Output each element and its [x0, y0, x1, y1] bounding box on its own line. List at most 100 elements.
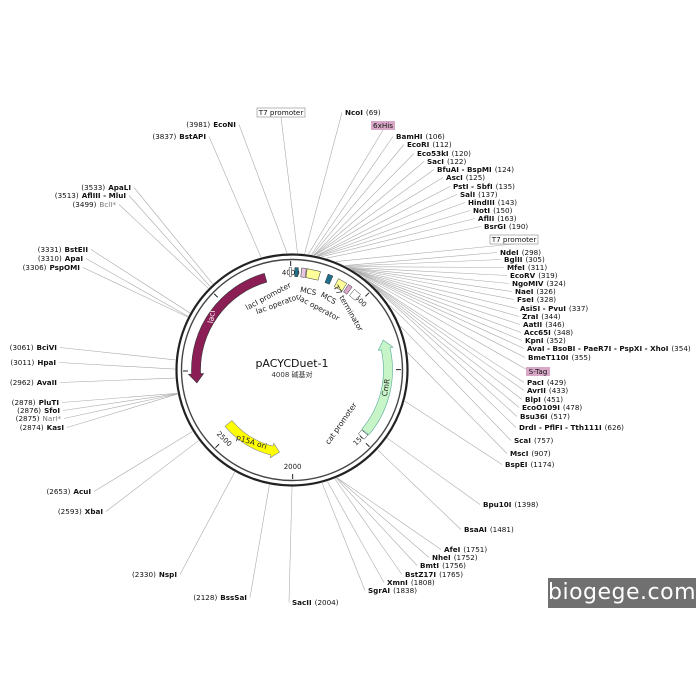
tick-mark: [365, 442, 370, 448]
T7-promoter-mark-1: [294, 267, 299, 277]
leader-line: [59, 347, 176, 361]
leader-line: [350, 268, 518, 309]
site-label: EcoRI (112): [407, 140, 452, 149]
site-label: (2128) BssSaI: [193, 593, 247, 602]
site-name: PstI - SbfI: [453, 182, 493, 191]
leader-line: [321, 482, 366, 591]
site-position: (3837): [152, 132, 176, 141]
site-position: (122): [447, 157, 467, 166]
site-label: BglII (305): [504, 255, 545, 264]
site-label: BfuAI - BspMI (124): [437, 165, 514, 174]
site-name: NspI: [159, 570, 177, 579]
site-position: (1756): [442, 561, 466, 570]
site-label: PacI (429): [527, 378, 566, 387]
t7_promoter_top-label: T7 promoter: [258, 108, 304, 117]
site-position: (2876): [17, 406, 41, 415]
site-position: (69): [366, 108, 381, 117]
MCS-label-1: MCS: [299, 285, 317, 297]
site-name: EcoRV: [510, 271, 536, 280]
site-label: NcoI (69): [345, 108, 381, 117]
leader-line: [349, 267, 515, 300]
lacI-gene-arrow: [187, 273, 268, 384]
site-label: NgoMIV (324): [512, 279, 566, 288]
site-name: AcuI: [73, 487, 91, 496]
site-position: (190): [509, 222, 529, 231]
leader-line: [336, 478, 418, 566]
site-name: PluTI: [39, 398, 60, 407]
site-label: DrdI - PflFI - Tth111I (626): [519, 423, 624, 432]
leader-line: [407, 352, 508, 454]
site-name: KpnI: [525, 336, 544, 345]
site-label: Bsu36I (517): [520, 412, 570, 421]
site-name: XmnI: [387, 578, 408, 587]
leader-line: [326, 226, 482, 259]
leader-line: [314, 177, 444, 256]
leader-line: [367, 280, 523, 400]
site-name: AvrII: [527, 386, 546, 395]
site-position: (2593): [58, 507, 82, 516]
site-position: (3331): [38, 245, 62, 254]
site-position: (3533): [81, 183, 105, 192]
site-name: AflII: [478, 214, 495, 223]
stag-box: [526, 367, 550, 376]
site-name: AvaI - BsoBI - PaeR7I - PspXI - XhoI: [527, 344, 669, 353]
lacI-label: lacI: [206, 310, 217, 324]
leader-line: [308, 129, 384, 255]
site-name: MfeI: [507, 263, 525, 272]
site-label: EcoO109I (478): [522, 403, 582, 412]
leader-line: [311, 136, 394, 255]
leader-line: [371, 284, 520, 408]
leader-line: [316, 194, 458, 256]
site-name: BamHI: [396, 132, 423, 141]
site-name: SgrAI: [368, 586, 390, 595]
site-position: (311): [528, 263, 548, 272]
tick-mark: [213, 293, 219, 298]
site-label: SacI (122): [427, 157, 466, 166]
site-name: BsrGI: [484, 222, 506, 231]
leader-line: [58, 362, 176, 370]
site-position: (1751): [463, 545, 487, 554]
site-position: (3306): [23, 263, 47, 272]
site-name: ZraI: [522, 312, 539, 321]
site-position: (137): [478, 190, 498, 199]
tick-mark: [365, 292, 370, 297]
site-label: NheI (1752): [432, 553, 478, 562]
T7-terminator-mark: [349, 288, 361, 301]
site-position: (2878): [12, 398, 36, 407]
site-label: (2593) XbaI: [58, 507, 103, 516]
leader-line: [118, 204, 209, 289]
site-label: (3310) ApaI: [38, 254, 83, 263]
site-position: (907): [531, 449, 551, 458]
site-position: (328): [537, 295, 557, 304]
site-name: EcoNI: [213, 120, 236, 129]
site-label: AflII (163): [478, 214, 517, 223]
leader-line: [63, 393, 178, 419]
site-name: AvaII: [37, 378, 58, 387]
site-name: Bsu36I: [520, 412, 548, 421]
leader-line: [377, 449, 462, 530]
site-name: Eco53kI: [417, 149, 449, 158]
site-label: ZraI (344): [522, 312, 561, 321]
site-label: AfeI (1751): [444, 545, 487, 554]
site-position: (3981): [186, 120, 210, 129]
site-position: (3011): [10, 358, 34, 367]
site-position: (2330): [132, 570, 156, 579]
site-position: (433): [549, 386, 569, 395]
sixhis-label: 6xHis: [373, 121, 393, 130]
backbone-inner: [180, 258, 404, 482]
leader-line: [327, 481, 385, 583]
backbone-outer: [175, 253, 409, 487]
site-label: (3331) BstEII: [38, 245, 89, 254]
leader-line: [105, 440, 199, 512]
site-position: (305): [525, 255, 545, 264]
leader-line: [90, 249, 191, 314]
site-position: (324): [547, 279, 567, 288]
site-name: BmtI: [420, 561, 439, 570]
site-position: (106): [426, 132, 446, 141]
site-name: NaeI: [515, 287, 534, 296]
site-label: (3837) BstAPI: [152, 132, 206, 141]
cat-promoter-mark: [358, 429, 369, 440]
site-position: (326): [536, 287, 556, 296]
site-name: NarI*: [43, 414, 62, 423]
site-position: (1752): [454, 553, 478, 562]
